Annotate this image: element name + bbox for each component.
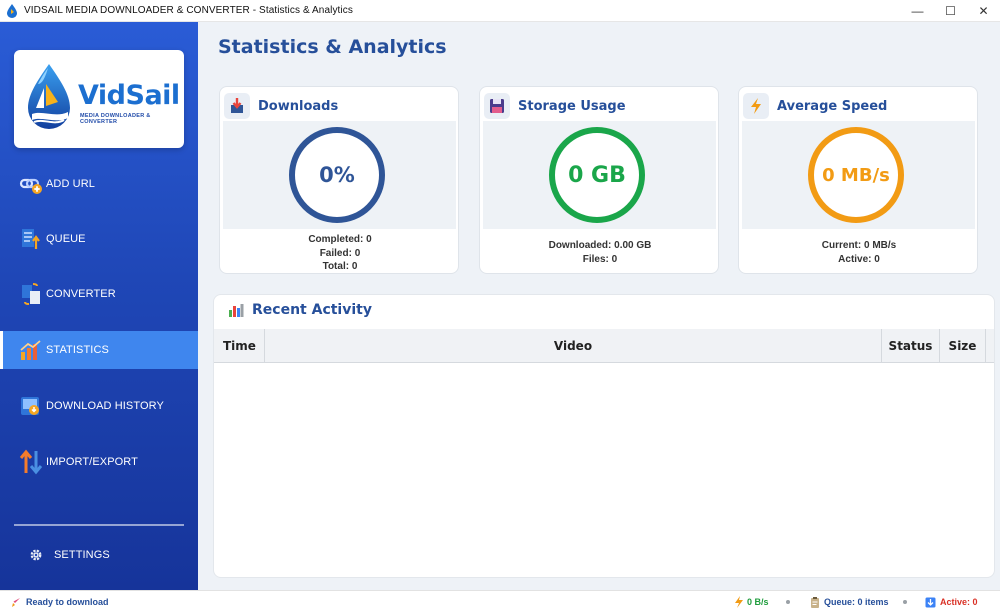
clipboard-icon [811,597,819,608]
lightning-icon [735,596,743,608]
sidebar-item-label: STATISTICS [46,344,109,356]
link-add-icon [18,172,44,196]
sidebar-item-queue[interactable]: QUEUE [0,220,198,258]
sidebar-item-label: SETTINGS [54,549,110,561]
speed-ring: 0 MB/s [808,127,904,223]
sidebar-item-label: QUEUE [46,233,86,245]
sidebar-item-download-history[interactable]: DOWNLOAD HISTORY [0,387,198,425]
page-title: Statistics & Analytics [218,36,447,58]
main-content: Statistics & Analytics Downloads 0% Comp… [198,22,1000,590]
card-title: Average Speed [777,98,888,114]
completed-count: Completed: 0 [308,234,372,245]
minimize-button[interactable]: — [911,4,924,18]
convert-icon [18,282,44,306]
logo-wordmark: VidSail [78,80,180,111]
active-downloads-icon [925,597,936,607]
sidebar-item-label: IMPORT/EXPORT [46,456,138,468]
active-indicator: Active: 0 [925,591,978,612]
queue-icon [18,227,44,251]
card-title: Downloads [258,98,339,114]
column-header-video[interactable]: Video [265,329,882,363]
card-gauge-area: 0 GB [483,121,716,229]
window-controls: — ☐ ✕ [901,0,1000,22]
chart-icon [18,338,44,362]
files-count: Files: 0 [582,253,618,265]
rocket-icon [12,598,20,607]
sidebar-item-add-url[interactable]: ADD URL [0,165,198,203]
speed-indicator: 0 B/s [734,591,769,612]
status-message-group: Ready to download [10,591,109,612]
sidebar-item-label: CONVERTER [46,288,116,300]
status-message: Ready to download [26,597,109,607]
column-header-time[interactable]: Time [214,329,265,363]
lightning-icon [743,93,769,119]
status-bar: Ready to download 0 B/s Queue: 0 items A… [0,590,1000,612]
card-header: Average Speed [743,93,887,119]
recent-activity-title: Recent Activity [252,302,372,318]
window-title: VIDSAIL MEDIA DOWNLOADER & CONVERTER - S… [24,5,353,16]
column-header-status[interactable]: Status [882,329,940,363]
logo-tagline: MEDIA DOWNLOADER & CONVERTER [80,113,151,125]
active-count: Active: 0 [838,253,880,265]
card-gauge-area: 0% [223,121,456,229]
sidebar: VidSail MEDIA DOWNLOADER & CONVERTER ADD… [0,22,198,590]
sidebar-divider [14,524,184,526]
floppy-disk-icon [484,93,510,119]
card-title: Storage Usage [518,98,626,114]
downloaded-size: Downloaded: 0.00 GB [548,240,652,251]
sidebar-item-label: DOWNLOAD HISTORY [46,400,164,412]
sail-drop-logo-icon [28,64,70,129]
download-box-icon [224,93,250,119]
gear-icon [26,543,46,567]
speed-value: 0 B/s [747,597,769,607]
recent-activity-header: Recent Activity [228,299,372,321]
failed-count: Failed: 0 [319,247,361,259]
close-button[interactable]: ✕ [978,4,989,18]
downloads-card: Downloads 0% Completed: 0 Failed: 0 Tota… [219,86,459,274]
import-export-icon [18,449,44,475]
title-bar: VIDSAIL MEDIA DOWNLOADER & CONVERTER - S… [0,0,1000,22]
card-header: Downloads [224,93,338,119]
separator-dot [786,600,790,604]
table-header: Time Video Status Size [214,329,994,363]
card-gauge-area: 0 MB/s [742,121,975,229]
storage-ring: 0 GB [549,127,645,223]
active-count: Active: 0 [940,597,978,607]
bar-chart-icon [229,304,244,317]
speed-stats: Current: 0 MB/s Active: 0 [739,239,979,266]
column-header-size[interactable]: Size [940,329,986,363]
sidebar-item-statistics[interactable]: STATISTICS [0,331,198,369]
current-speed: Current: 0 MB/s [821,240,897,251]
sidebar-item-label: ADD URL [46,178,95,190]
sidebar-item-settings[interactable]: SETTINGS [0,536,198,574]
speed-card: Average Speed 0 MB/s Current: 0 MB/s Act… [738,86,978,274]
sidebar-item-converter[interactable]: CONVERTER [0,275,198,313]
app-logo-icon [7,3,17,18]
queue-count: Queue: 0 items [824,597,889,607]
downloads-stats: Completed: 0 Failed: 0 Total: 0 [220,233,460,274]
history-icon [18,394,44,418]
card-header: Storage Usage [484,93,626,119]
sidebar-item-import-export[interactable]: IMPORT/EXPORT [0,443,198,481]
queue-indicator: Queue: 0 items [810,591,889,612]
downloads-progress-ring: 0% [289,127,385,223]
storage-stats: Downloaded: 0.00 GB Files: 0 [480,239,720,266]
separator-dot [903,600,907,604]
total-count: Total: 0 [322,261,358,272]
maximize-button[interactable]: ☐ [945,4,956,18]
brand-logo: VidSail MEDIA DOWNLOADER & CONVERTER [14,50,184,148]
storage-card: Storage Usage 0 GB Downloaded: 0.00 GB F… [479,86,719,274]
recent-activity-panel: Recent Activity Time Video Status Size [213,294,995,578]
